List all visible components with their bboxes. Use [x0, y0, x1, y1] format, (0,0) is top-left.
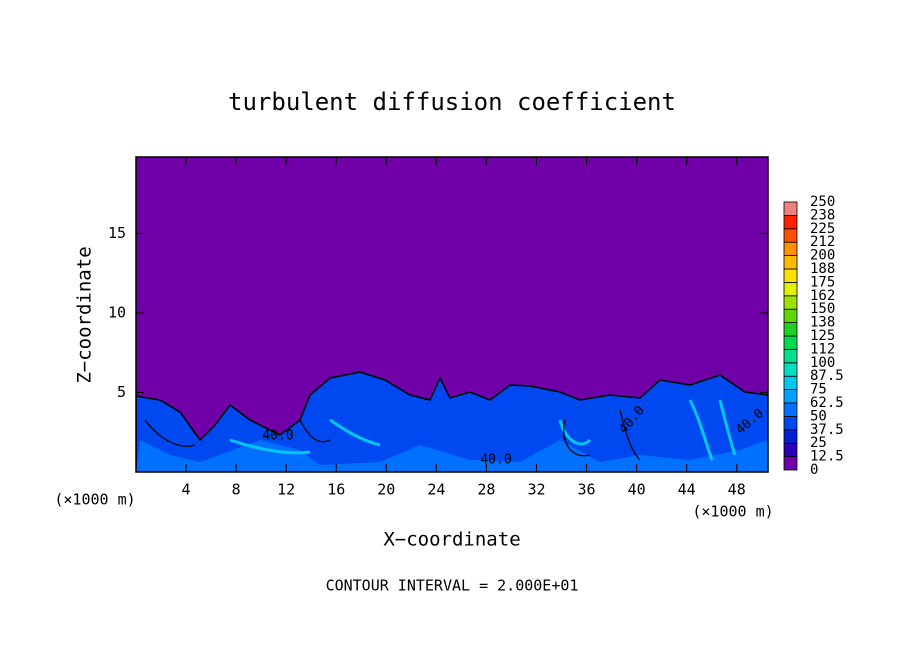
x-tick-label: 28 [477, 481, 495, 499]
contour-label: 40.0 [480, 453, 511, 468]
y-tick-label: 10 [108, 303, 126, 321]
colorbar-bin [783, 415, 798, 431]
colorbar-label: 225 [810, 221, 835, 237]
colorbar-bin [783, 241, 798, 256]
contour-interval: CONTOUR INTERVAL = 2.000E+01 [326, 577, 579, 595]
colorbar-label: 138 [810, 315, 835, 331]
colorbar-bin [783, 429, 798, 444]
plot-frame [135, 156, 769, 473]
colorbar-label: 175 [810, 274, 835, 290]
x-tick-label: 36 [578, 481, 596, 499]
colorbar-label: 112 [810, 341, 835, 357]
colorbar-bin [783, 348, 798, 364]
colorbar-label: 200 [810, 248, 835, 264]
colorbar-label: 62.5 [810, 395, 844, 411]
colorbar-bin [783, 362, 798, 377]
colorbar-bin [783, 322, 798, 337]
field [136, 157, 768, 472]
field-streak [229, 399, 737, 461]
x-axis-label: X−coordinate [383, 529, 520, 551]
y-tick-label: 5 [117, 383, 126, 401]
colorbar-label: 25 [810, 435, 827, 451]
colorbar-label: 238 [810, 207, 835, 223]
colorbar-label: 87.5 [810, 368, 844, 384]
x-unit-label: (×1000 m) [54, 491, 135, 509]
colorbar-label: 212 [810, 234, 835, 250]
colorbar-bin [783, 335, 798, 350]
colorbar-bin [783, 389, 798, 404]
x-tick-label: 16 [327, 481, 345, 499]
x-tick-label: 20 [377, 481, 395, 499]
x-tick-label: 8 [232, 481, 241, 499]
x-tick-label: 40 [628, 481, 646, 499]
colorbar-bin [783, 214, 798, 230]
colorbar-bin [783, 228, 798, 243]
colorbar-bin [783, 308, 798, 324]
chart-title: turbulent diffusion coefficient [228, 88, 676, 116]
x-tick-label: 12 [277, 481, 295, 499]
contour-line [144, 409, 641, 461]
colorbar-label: 37.5 [810, 422, 844, 438]
x-tick-label: 32 [527, 481, 545, 499]
colorbar-bin [783, 402, 798, 417]
y-tick-label: 15 [108, 224, 126, 242]
contour-label: 40.0 [262, 429, 293, 444]
colorbar-label: 100 [810, 355, 835, 371]
colorbar-label: 250 [810, 194, 835, 210]
colorbar-bin [783, 268, 798, 283]
colorbar-label: 150 [810, 301, 835, 317]
x-tick-label: 48 [728, 481, 746, 499]
colorbar-bin [783, 295, 798, 310]
colorbar-bin [783, 281, 798, 297]
x-tick-label: 24 [427, 481, 445, 499]
field-region [136, 440, 768, 472]
colorbar-label: 125 [810, 328, 835, 344]
colorbar-bin [783, 375, 798, 391]
colorbar-label: 50 [810, 408, 827, 424]
y-axis-label: Z−coordinate [74, 246, 96, 383]
colorbar-bin [783, 456, 798, 471]
field-region [136, 371, 768, 472]
colorbar-label: 75 [810, 382, 827, 398]
colorbar-bin [783, 442, 798, 458]
colorbar-bin [783, 201, 798, 216]
colorbar-label: 0 [810, 462, 818, 478]
colorbar-label: 12.5 [810, 449, 844, 465]
x-tick-label: 44 [678, 481, 696, 499]
x-unit-label: (×1000 m) [692, 503, 773, 521]
colorbar-label: 162 [810, 288, 835, 304]
x-tick-label: 4 [182, 481, 191, 499]
colorbar-bin [783, 255, 798, 270]
colorbar-label: 188 [810, 261, 835, 277]
